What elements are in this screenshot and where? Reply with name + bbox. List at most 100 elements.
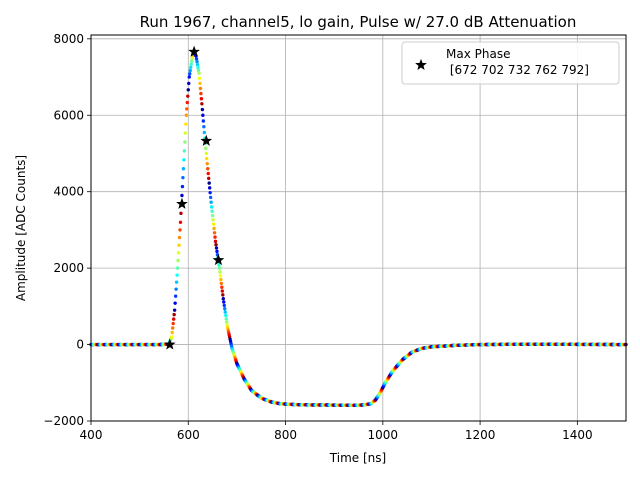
pulse-point: [172, 308, 177, 312]
pulse-point: [200, 107, 205, 112]
pulse-point: [211, 222, 216, 226]
legend-label-line1: Max Phase: [446, 47, 510, 61]
pulse-point: [187, 81, 191, 86]
pulse-point: [170, 330, 174, 335]
pulse-point: [205, 156, 209, 161]
pulse-point: [201, 113, 205, 117]
pulse-point: [223, 310, 227, 314]
pulse-point: [207, 176, 211, 181]
pulse-point: [214, 246, 219, 250]
pulse-scatter: [89, 50, 628, 408]
pulse-point: [186, 88, 190, 92]
pulse-point: [225, 320, 229, 324]
pulse-point: [194, 57, 199, 61]
y-tick-label: −2000: [43, 414, 84, 428]
pulse-point: [197, 76, 202, 81]
max-phase-star: [200, 134, 213, 146]
pulse-point: [195, 62, 200, 67]
pulse-point: [171, 321, 175, 326]
pulse-point: [204, 146, 208, 151]
max-phase-star: [212, 253, 225, 266]
pulse-point: [218, 270, 222, 274]
pulse-point: [209, 200, 213, 204]
grid: [90, 35, 626, 422]
pulse-point: [209, 205, 214, 209]
pulse-point: [205, 161, 209, 166]
pulse-point: [178, 220, 183, 224]
pulse-point: [172, 312, 176, 317]
pulse-point: [208, 195, 213, 200]
pulse-point: [206, 171, 210, 176]
x-tick-label: 400: [80, 428, 103, 442]
pulse-point: [170, 335, 174, 339]
pulse-point: [196, 65, 200, 70]
pulse-point: [177, 243, 181, 247]
pulse-point: [223, 307, 227, 311]
pulse-point: [175, 273, 179, 277]
pulse-point: [177, 235, 182, 240]
max-phase-star: [188, 45, 200, 57]
pulse-point: [207, 186, 212, 190]
pulse-point: [224, 317, 228, 321]
pulse-point: [179, 211, 183, 216]
pulse-point: [213, 235, 217, 239]
max-phase-series: [163, 45, 225, 350]
pulse-point: [174, 280, 179, 284]
pulse-point: [189, 59, 194, 63]
pulse-point: [182, 158, 186, 162]
pulse-point: [217, 263, 221, 267]
pulse-point: [187, 75, 191, 79]
legend: Max Phase [672 702 732 762 792]: [401, 41, 620, 85]
pulse-point: [189, 65, 193, 70]
x-axis: 400 600 800 1000 1200 1400: [80, 421, 593, 442]
pulse-point: [214, 243, 218, 247]
pulse-point: [202, 130, 207, 135]
pulse-point: [171, 326, 175, 330]
pulse-point: [215, 249, 219, 254]
pulse-point: [207, 181, 211, 185]
pulse-point: [171, 317, 176, 321]
y-axis: −2000 0 2000 4000 6000 8000: [43, 32, 91, 428]
pulse-point: [185, 107, 189, 111]
legend-label-line2: [672 702 732 762 792]: [446, 63, 589, 77]
pulse-point: [219, 281, 224, 286]
pulse-point: [222, 300, 226, 304]
pulse-point: [176, 251, 181, 255]
pulse-point: [183, 140, 187, 144]
pulse-point: [220, 285, 224, 289]
pulse-point: [197, 71, 201, 75]
y-axis-label: Amplitude [ADC Counts]: [14, 155, 28, 301]
pulse-point: [185, 100, 189, 105]
pulse-point: [222, 303, 226, 308]
pulse-point: [212, 231, 217, 235]
pulse-point: [196, 68, 201, 73]
pulse-point: [198, 86, 203, 91]
pulse-point: [173, 294, 178, 298]
pulse-point: [188, 72, 192, 76]
pulse-point: [224, 313, 228, 318]
max-phase-star: [176, 197, 188, 209]
x-tick-label: 1200: [465, 428, 496, 442]
pulse-point: [189, 62, 193, 66]
y-tick-label: 8000: [53, 32, 84, 46]
pulse-point: [199, 97, 204, 101]
y-tick-label: 2000: [53, 261, 84, 275]
pulse-point: [183, 131, 188, 135]
pulse-point: [184, 122, 188, 126]
pulse-point: [218, 274, 223, 278]
star-icon: [415, 58, 427, 70]
pulse-point: [195, 60, 199, 64]
pulse-point: [206, 167, 210, 171]
pulse-point: [173, 301, 177, 305]
pulse-point: [186, 94, 190, 98]
pulse-point: [200, 102, 204, 106]
pulse-point: [211, 218, 215, 222]
pulse-point: [212, 226, 216, 231]
pulse-point: [182, 149, 187, 153]
pulse-point: [201, 119, 206, 123]
pulse-point: [178, 228, 182, 232]
x-tick-label: 800: [274, 428, 297, 442]
y-tick-label: 0: [76, 338, 84, 352]
pulse-point: [188, 68, 192, 73]
plot-frame: [90, 34, 627, 422]
